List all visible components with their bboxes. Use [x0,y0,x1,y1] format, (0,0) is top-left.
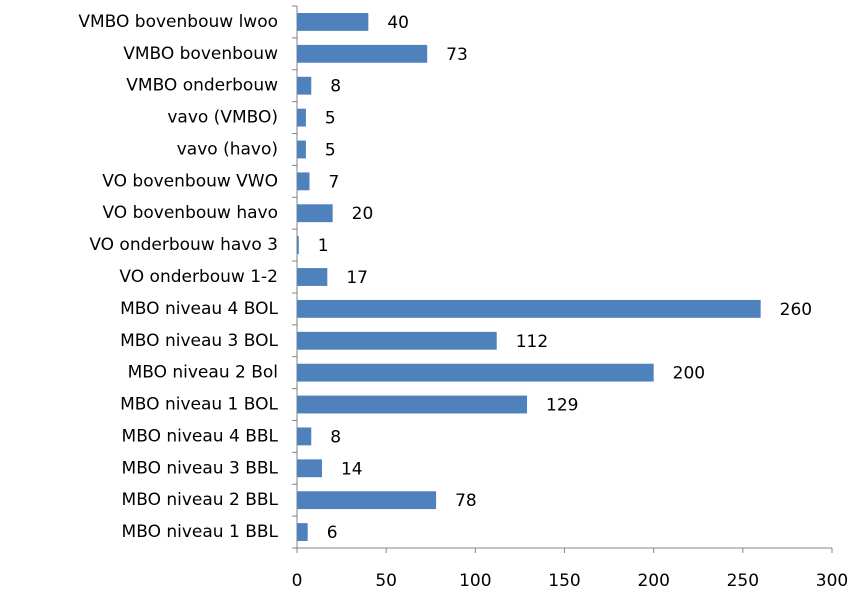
x-tick-label: 0 [292,571,303,591]
bar [297,299,761,318]
y-tick-label: VMBO bovenbouw [123,44,278,64]
value-label: 73 [446,45,468,65]
bar [297,331,497,350]
value-label: 7 [328,172,339,192]
value-label: 78 [455,491,477,511]
y-tick-label: VMBO bovenbouw lwoo [78,12,278,32]
value-label: 260 [780,300,812,320]
value-label: 14 [341,459,363,479]
value-label: 40 [387,13,409,33]
x-tick-label: 200 [637,571,669,591]
bar [297,172,310,191]
y-tick-label: VMBO onderbouw [126,76,278,96]
x-tick-label: 50 [375,571,397,591]
x-tick-label: 250 [727,571,759,591]
bar [297,108,306,127]
value-label: 1 [318,236,329,256]
y-tick-label: MBO niveau 3 BBL [122,458,279,478]
y-tick-label: MBO niveau 4 BOL [120,299,278,319]
bar [297,13,369,31]
bar [297,523,308,541]
bar [297,76,312,95]
x-tick-label: 100 [459,571,491,591]
y-tick-label: VO bovenbouw havo [102,203,278,223]
value-label: 20 [352,204,374,224]
y-tick-label: VO onderbouw 1-2 [119,267,278,287]
value-label: 5 [325,140,336,160]
bar [297,268,328,286]
y-tick-label: MBO niveau 2 BBL [122,490,279,510]
bar [297,236,299,255]
value-label: 8 [330,427,341,447]
bar [297,140,306,159]
bar [297,491,437,510]
y-tick-label: MBO niveau 1 BBL [122,522,279,542]
bar [297,204,333,223]
y-tick-label: MBO niveau 1 BOL [120,395,278,415]
bar [297,44,428,63]
bar [297,427,312,446]
value-label: 200 [673,364,705,384]
x-tick-label: 150 [548,571,580,591]
y-tick-label: MBO niveau 4 BBL [122,426,279,446]
x-tick-label: 300 [816,571,848,591]
y-tick-label: MBO niveau 2 Bol [128,363,278,383]
y-tick-label: VO onderbouw havo 3 [89,235,278,255]
value-label: 5 [325,109,336,129]
value-label: 8 [330,77,341,97]
value-label: 129 [546,396,578,416]
value-label: 6 [327,523,338,543]
bar [297,459,322,478]
bar [297,363,654,382]
y-tick-label: MBO niveau 3 BOL [120,331,278,351]
bar [297,395,528,414]
value-label: 17 [346,268,368,288]
y-tick-label: vavo (havo) [177,139,278,159]
value-label: 112 [516,332,548,352]
y-tick-label: vavo (VMBO) [167,108,278,128]
y-tick-label: VO bovenbouw VWO [102,171,278,191]
